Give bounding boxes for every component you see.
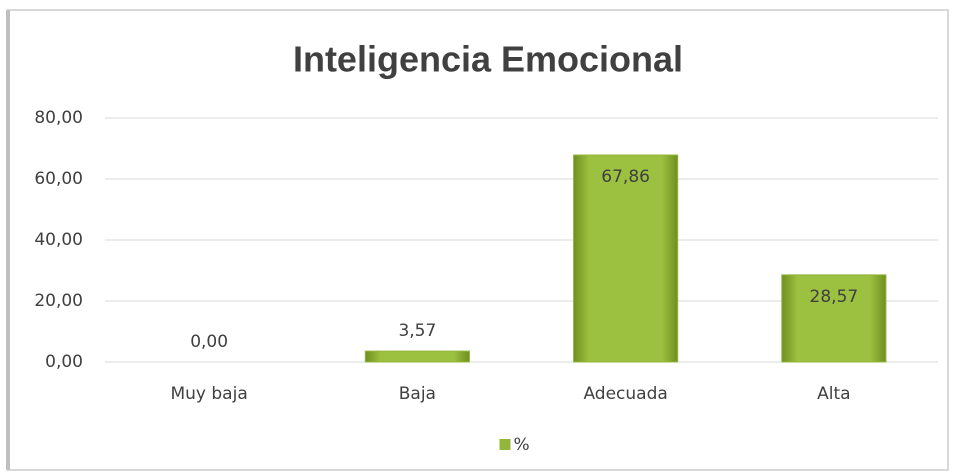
data-label: 0,00 bbox=[190, 332, 228, 352]
bar bbox=[781, 274, 887, 363]
x-tick-label: Adecuada bbox=[583, 384, 667, 404]
legend-swatch bbox=[499, 439, 511, 450]
data-label: 67,86 bbox=[601, 167, 650, 187]
chart-title: Inteligencia Emocional bbox=[293, 39, 683, 80]
bar bbox=[573, 154, 679, 363]
data-label: 3,57 bbox=[398, 321, 436, 341]
data-label: 28,57 bbox=[810, 287, 859, 307]
x-tick-label: Muy baja bbox=[170, 384, 247, 404]
y-tick-label: 0,00 bbox=[45, 352, 83, 372]
bar bbox=[364, 350, 470, 363]
y-tick-label: 40,00 bbox=[34, 230, 83, 250]
y-tick-label: 80,00 bbox=[34, 108, 83, 128]
y-tick-label: 20,00 bbox=[34, 291, 83, 311]
legend-label: % bbox=[514, 435, 530, 455]
y-tick-label: 60,00 bbox=[34, 169, 83, 189]
x-tick-label: Baja bbox=[399, 384, 436, 404]
x-tick-label: Alta bbox=[817, 384, 850, 404]
